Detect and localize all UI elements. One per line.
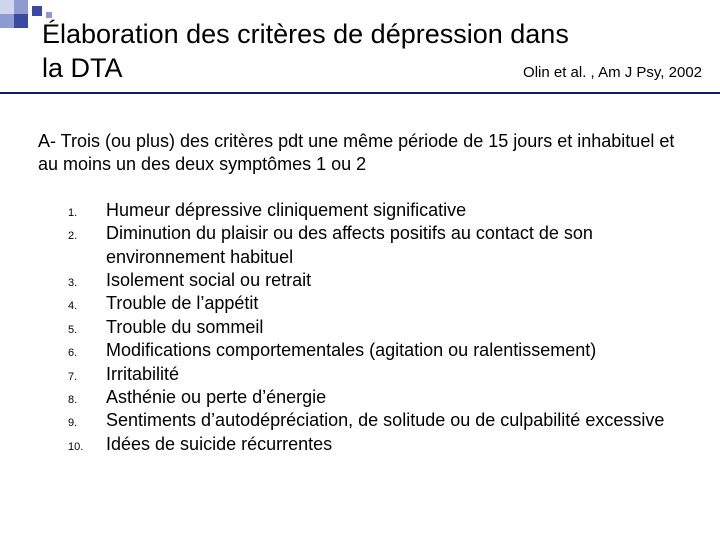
slide-title-line2: la DTA — [42, 52, 123, 86]
list-item-text: Isolement social ou retrait — [106, 269, 696, 292]
list-item: 2.Diminution du plaisir ou des affects p… — [68, 222, 696, 269]
list-item: 8.Asthénie ou perte d’énergie — [68, 386, 696, 409]
decor-square — [32, 6, 42, 16]
list-item-number: 9. — [68, 411, 106, 430]
slide-title-line1: Élaboration des critères de dépression d… — [42, 18, 702, 52]
list-item-text: Idées de suicide récurrentes — [106, 433, 696, 456]
list-item-text: Asthénie ou perte d’énergie — [106, 386, 696, 409]
list-item-text: Irritabilité — [106, 363, 696, 386]
decor-square — [0, 14, 14, 28]
list-item-number: 7. — [68, 365, 106, 384]
decor-square — [14, 14, 28, 28]
list-item-number: 10. — [68, 435, 106, 454]
list-item-text: Humeur dépressive cliniquement significa… — [106, 199, 696, 222]
list-item: 7.Irritabilité — [68, 363, 696, 386]
content-body: A- Trois (ou plus) des critères pdt une … — [38, 130, 696, 456]
list-item: 5.Trouble du sommeil — [68, 316, 696, 339]
list-item-text: Diminution du plaisir ou des affects pos… — [106, 222, 696, 269]
citation: Olin et al. , Am J Psy, 2002 — [503, 64, 702, 83]
list-item-text: Trouble de l’appétit — [106, 292, 696, 315]
list-item-text: Modifications comportementales (agitatio… — [106, 339, 696, 362]
decor-square — [0, 0, 14, 14]
list-item-number: 8. — [68, 388, 106, 407]
list-item: 6.Modifications comportementales (agitat… — [68, 339, 696, 362]
list-item: 1.Humeur dépressive cliniquement signifi… — [68, 199, 696, 222]
list-item-number: 3. — [68, 271, 106, 290]
list-item-number: 5. — [68, 318, 106, 337]
intro-paragraph: A- Trois (ou plus) des critères pdt une … — [38, 130, 696, 177]
list-item: 10.Idées de suicide récurrentes — [68, 433, 696, 456]
list-item-number: 4. — [68, 294, 106, 313]
list-item-text: Trouble du sommeil — [106, 316, 696, 339]
list-item-number: 6. — [68, 341, 106, 360]
criteria-list: 1.Humeur dépressive cliniquement signifi… — [68, 199, 696, 456]
title-underline — [0, 92, 720, 94]
list-item: 4.Trouble de l’appétit — [68, 292, 696, 315]
list-item-text: Sentiments d’autodépréciation, de solitu… — [106, 409, 696, 432]
list-item-number: 1. — [68, 201, 106, 220]
slide-title-block: Élaboration des critères de dépression d… — [42, 18, 702, 86]
decor-square — [14, 0, 28, 14]
list-item-number: 2. — [68, 224, 106, 243]
list-item: 9.Sentiments d’autodépréciation, de soli… — [68, 409, 696, 432]
list-item: 3.Isolement social ou retrait — [68, 269, 696, 292]
